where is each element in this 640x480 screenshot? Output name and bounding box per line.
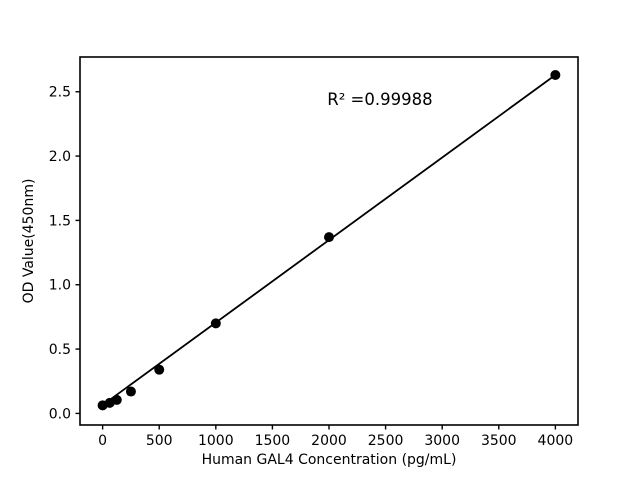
y-tick-label: 0.0 [49, 406, 71, 422]
y-tick-label: 2.0 [49, 149, 71, 165]
r-squared-annotation: R² =0.99988 [327, 90, 432, 109]
x-tick-label: 2500 [368, 433, 404, 449]
data-point [111, 394, 122, 405]
x-tick-label: 2000 [311, 433, 347, 449]
y-tick-label: 1.0 [49, 278, 71, 294]
x-tick-label: 3500 [481, 433, 517, 449]
data-point [210, 318, 221, 329]
x-tick-label: 4000 [538, 433, 574, 449]
data-point [154, 364, 165, 375]
x-tick-label: 1500 [255, 433, 291, 449]
x-axis-label: Human GAL4 Concentration (pg/mL) [202, 452, 457, 468]
y-tick-label: 0.5 [49, 342, 71, 358]
x-tick-label: 1000 [198, 433, 234, 449]
y-axis-label: OD Value(450nm) [21, 179, 37, 304]
y-tick-label: 2.5 [49, 85, 71, 101]
data-point [324, 232, 334, 243]
x-tick-label: 500 [146, 433, 173, 449]
data-point [550, 70, 561, 81]
x-tick-label: 3000 [424, 433, 460, 449]
data-point [125, 386, 136, 397]
chart-generated-layer: 0 500 1000 1500 2000 2500 3000 3500 4000 0.0 0.5 1.… [49, 56, 579, 449]
x-tick-label: 0 [98, 433, 107, 449]
y-tick-label: 1.5 [49, 213, 71, 229]
